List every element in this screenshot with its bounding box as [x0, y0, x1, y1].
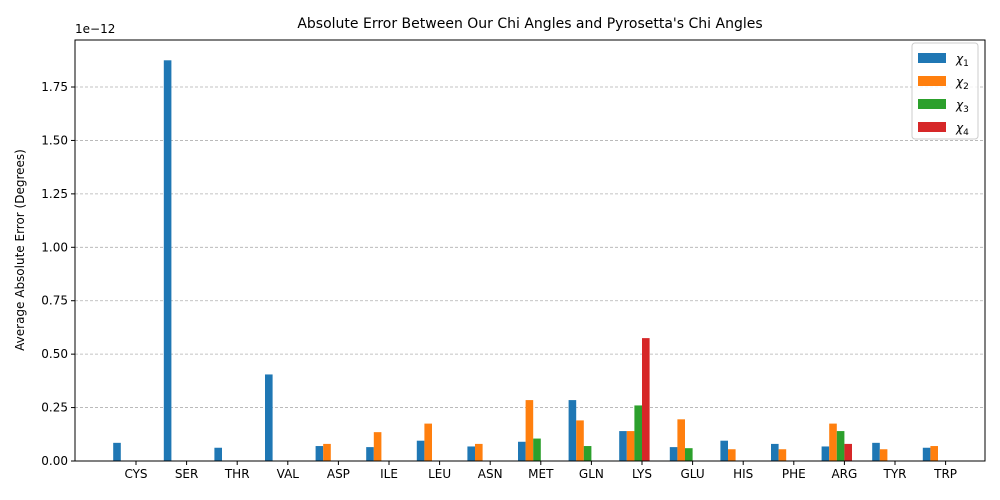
legend-chi-subscript: 4 — [963, 128, 969, 138]
bar-ile-chi2 — [373, 432, 382, 461]
x-tick-label-tyr: TYR — [883, 467, 907, 481]
y-axis-label: Average Absolute Error (Degrees) — [13, 149, 27, 351]
legend-swatch-chi1 — [918, 53, 946, 63]
bar-his-chi2 — [728, 449, 736, 461]
y-tick-label: 0.00 — [41, 454, 68, 468]
bar-glu-chi2 — [677, 419, 685, 461]
bar-phe-chi1 — [771, 443, 779, 461]
bar-cys-chi1 — [113, 442, 121, 461]
legend-swatch-chi2 — [918, 76, 946, 86]
bar-leu-chi2 — [424, 423, 432, 461]
bars-group — [113, 60, 938, 461]
plot-frame — [74, 39, 986, 462]
bar-lys-chi3 — [634, 405, 642, 461]
bar-asn-chi1 — [467, 446, 475, 461]
bar-val-chi1 — [265, 374, 273, 461]
y-tick-label: 0.25 — [41, 401, 68, 415]
bar-gln-chi3 — [583, 446, 592, 461]
x-ticks: CYS SER THR VAL ASP ILE LEU ASN MET GLN LYS GLU HIS P… — [124, 461, 957, 481]
bar-met-chi2 — [525, 400, 534, 461]
legend-swatch-chi3 — [918, 99, 946, 109]
legend-box — [911, 42, 979, 140]
bar-gln-chi2 — [576, 420, 584, 461]
bar-arg-chi4 — [844, 443, 852, 461]
legend-swatch-chi4 — [918, 122, 946, 132]
legend-chi-symbol: χ — [955, 75, 964, 89]
bar-lys-chi4 — [642, 338, 650, 461]
bar-asp-chi2 — [323, 443, 331, 461]
bar-lys-chi1 — [619, 431, 627, 461]
bar-arg-chi1 — [821, 446, 830, 461]
bar-ser-chi1 — [163, 60, 172, 461]
bar-glu-chi1 — [669, 447, 678, 461]
y-ticks: 0.00 0.25 0.50 0.75 1.00 1.25 1.50 1.75 — [41, 80, 75, 468]
legend-chi-symbol: χ — [955, 98, 964, 112]
x-tick-label-ile: ILE — [380, 467, 398, 481]
y-axis-offset-label: 1e−12 — [75, 22, 115, 36]
legend-chi-symbol: χ — [955, 121, 964, 135]
bar-lys-chi2 — [626, 431, 635, 461]
x-tick-label-gln: GLN — [579, 467, 604, 481]
x-tick-label-lys: LYS — [632, 467, 652, 481]
x-tick-label-met: MET — [528, 467, 554, 481]
legend-label-chi1: χ1 — [955, 52, 969, 69]
y-tick-label: 1.00 — [41, 240, 68, 254]
bar-tyr-chi2 — [879, 449, 888, 461]
bar-his-chi1 — [720, 440, 728, 461]
x-tick-label-arg: ARG — [831, 467, 857, 481]
x-tick-label-asn: ASN — [478, 467, 503, 481]
bar-trp-chi2 — [930, 446, 938, 461]
x-tick-label-his: HIS — [733, 467, 753, 481]
x-tick-label-asp: ASP — [327, 467, 350, 481]
bar-tyr-chi1 — [872, 442, 880, 461]
x-tick-label-phe: PHE — [782, 467, 806, 481]
legend-chi-subscript: 3 — [963, 105, 969, 115]
y-tick-label: 0.75 — [41, 294, 68, 308]
x-tick-label-thr: THR — [224, 467, 250, 481]
y-tick-label: 0.50 — [41, 347, 68, 361]
bar-glu-chi3 — [685, 448, 693, 461]
x-tick-label-cys: CYS — [124, 467, 147, 481]
bar-ile-chi1 — [366, 447, 374, 461]
y-tick-label: 1.25 — [41, 187, 68, 201]
legend-chi-symbol: χ — [955, 52, 964, 66]
legend-chi-subscript: 1 — [963, 59, 969, 69]
bar-leu-chi1 — [416, 440, 425, 461]
bar-met-chi1 — [518, 441, 526, 461]
chart-title: Absolute Error Between Our Chi Angles an… — [297, 16, 762, 32]
x-tick-label-ser: SER — [175, 467, 199, 481]
x-tick-label-glu: GLU — [681, 467, 705, 481]
x-tick-label-val: VAL — [277, 467, 300, 481]
grid-lines — [75, 86, 985, 408]
bar-phe-chi2 — [778, 449, 787, 461]
legend-label-chi4: χ4 — [955, 121, 969, 138]
legend-label-chi2: χ2 — [955, 75, 969, 92]
y-tick-label: 1.75 — [41, 80, 68, 94]
x-tick-label-trp: TRP — [933, 467, 957, 481]
legend-chi-subscript: 2 — [963, 82, 969, 92]
bar-trp-chi1 — [922, 447, 931, 461]
bar-met-chi3 — [533, 438, 541, 461]
bar-arg-chi2 — [829, 423, 837, 461]
bar-asp-chi1 — [315, 446, 324, 461]
bar-gln-chi1 — [568, 400, 577, 461]
bar-asn-chi2 — [475, 443, 483, 461]
y-tick-label: 1.50 — [41, 133, 68, 147]
bar-arg-chi3 — [836, 431, 845, 461]
legend-label-chi3: χ3 — [955, 98, 969, 115]
x-tick-label-leu: LEU — [428, 467, 451, 481]
bar-thr-chi1 — [214, 447, 222, 461]
